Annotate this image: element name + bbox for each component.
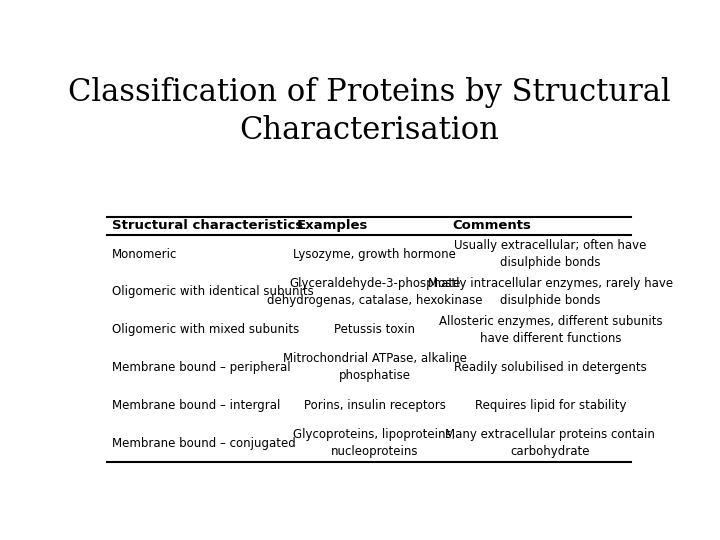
Text: Readily solubilised in detergents: Readily solubilised in detergents — [454, 361, 647, 374]
Text: Oligomeric with identical subunits: Oligomeric with identical subunits — [112, 286, 314, 299]
Text: Classification of Proteins by Structural
Characterisation: Classification of Proteins by Structural… — [68, 77, 670, 146]
Text: Membrane bound – conjugated: Membrane bound – conjugated — [112, 436, 296, 449]
Text: Porins, insulin receptors: Porins, insulin receptors — [304, 399, 446, 411]
Text: Oligomeric with mixed subunits: Oligomeric with mixed subunits — [112, 323, 300, 336]
Text: Petussis toxin: Petussis toxin — [334, 323, 415, 336]
Text: Glyceraldehyde-3-phosphate
dehydrogenas, catalase, hexokinase: Glyceraldehyde-3-phosphate dehydrogenas,… — [267, 277, 482, 307]
Text: Examples: Examples — [297, 219, 368, 232]
Text: Allosteric enzymes, different subunits
have different functions: Allosteric enzymes, different subunits h… — [438, 315, 662, 345]
Text: Usually extracellular; often have
disulphide bonds: Usually extracellular; often have disulp… — [454, 239, 647, 269]
Text: Requires lipid for stability: Requires lipid for stability — [474, 399, 626, 411]
Text: Many extracellular proteins contain
carbohydrate: Many extracellular proteins contain carb… — [446, 428, 655, 458]
Text: Monomeric: Monomeric — [112, 248, 178, 261]
Text: Mitrochondrial ATPase, alkaline
phosphatise: Mitrochondrial ATPase, alkaline phosphat… — [283, 353, 467, 382]
Text: Membrane bound – intergral: Membrane bound – intergral — [112, 399, 281, 411]
Text: Mostly intracellular enzymes, rarely have
disulphide bonds: Mostly intracellular enzymes, rarely hav… — [428, 277, 673, 307]
Text: Lysozyme, growth hormone: Lysozyme, growth hormone — [293, 248, 456, 261]
Text: Membrane bound – peripheral: Membrane bound – peripheral — [112, 361, 291, 374]
Text: Comments: Comments — [453, 219, 531, 232]
Text: Glycoproteins, lipoproteins,
nucleoproteins: Glycoproteins, lipoproteins, nucleoprote… — [293, 428, 456, 458]
Text: Structural characteristics: Structural characteristics — [112, 219, 304, 232]
